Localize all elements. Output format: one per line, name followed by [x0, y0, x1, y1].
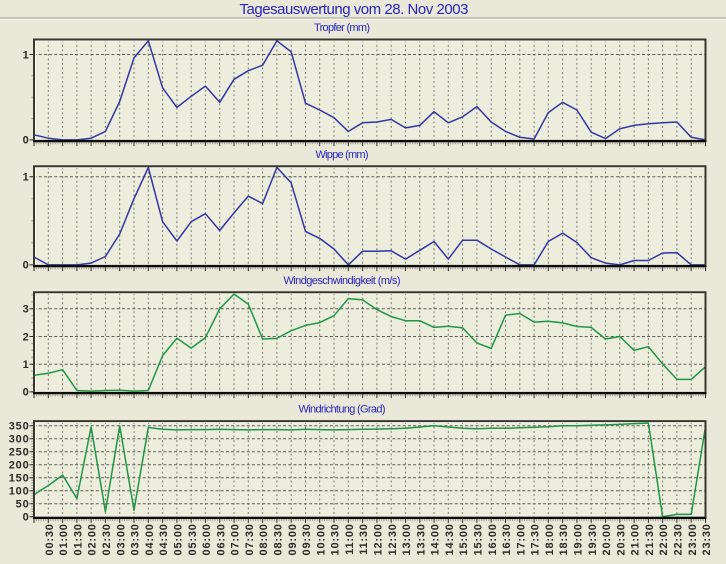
svg-text:1: 1 [23, 359, 30, 371]
svg-text:22:30: 22:30 [673, 523, 685, 555]
svg-text:0: 0 [23, 135, 30, 147]
svg-text:350: 350 [9, 421, 30, 433]
svg-text:21:30: 21:30 [644, 523, 656, 555]
svg-text:14:30: 14:30 [444, 523, 456, 555]
svg-text:12:30: 12:30 [387, 523, 399, 555]
svg-text:20:30: 20:30 [615, 523, 627, 555]
svg-text:08:00: 08:00 [258, 523, 270, 555]
svg-text:01:30: 01:30 [73, 523, 85, 555]
svg-text:06:30: 06:30 [215, 523, 227, 555]
svg-text:13:00: 13:00 [401, 523, 413, 555]
svg-text:10:30: 10:30 [330, 523, 342, 555]
svg-text:18:00: 18:00 [544, 523, 556, 555]
svg-text:02:30: 02:30 [101, 523, 113, 555]
svg-text:Wippe (mm): Wippe (mm) [316, 149, 369, 161]
svg-text:15:30: 15:30 [473, 523, 485, 555]
svg-text:200: 200 [9, 460, 30, 472]
svg-text:22:00: 22:00 [658, 523, 670, 555]
svg-text:300: 300 [9, 434, 30, 446]
svg-text:14:00: 14:00 [430, 523, 442, 555]
svg-text:09:00: 09:00 [287, 523, 299, 555]
svg-text:19:30: 19:30 [587, 523, 599, 555]
svg-text:1: 1 [23, 172, 30, 184]
svg-text:250: 250 [9, 447, 30, 459]
svg-text:04:30: 04:30 [158, 523, 170, 555]
svg-text:06:00: 06:00 [201, 523, 213, 555]
svg-text:03:30: 03:30 [130, 523, 142, 555]
svg-text:0: 0 [23, 260, 30, 272]
svg-text:17:30: 17:30 [530, 523, 542, 555]
svg-text:05:30: 05:30 [187, 523, 199, 555]
svg-text:04:00: 04:00 [144, 523, 156, 555]
svg-text:11:00: 11:00 [344, 523, 356, 555]
svg-text:02:00: 02:00 [87, 523, 99, 555]
svg-text:3: 3 [23, 304, 30, 316]
svg-text:10:00: 10:00 [315, 523, 327, 555]
svg-text:11:30: 11:30 [358, 523, 370, 555]
svg-text:08:30: 08:30 [273, 523, 285, 555]
svg-text:0: 0 [23, 387, 30, 399]
svg-text:09:30: 09:30 [301, 523, 313, 555]
svg-text:23:00: 23:00 [687, 523, 699, 555]
svg-text:0: 0 [23, 512, 30, 524]
svg-text:19:00: 19:00 [573, 523, 585, 555]
svg-text:50: 50 [16, 499, 30, 511]
svg-text:16:30: 16:30 [501, 523, 513, 555]
svg-text:20:00: 20:00 [601, 523, 613, 555]
svg-text:07:30: 07:30 [244, 523, 256, 555]
svg-text:03:00: 03:00 [115, 523, 127, 555]
svg-text:23:30: 23:30 [701, 523, 713, 555]
svg-text:1: 1 [23, 49, 30, 61]
svg-text:05:00: 05:00 [173, 523, 185, 555]
svg-text:13:30: 13:30 [415, 523, 427, 555]
svg-text:15:00: 15:00 [458, 523, 470, 555]
svg-text:18:30: 18:30 [558, 523, 570, 555]
svg-text:17:00: 17:00 [515, 523, 527, 555]
svg-text:00:30: 00:30 [44, 523, 56, 555]
svg-text:150: 150 [9, 473, 30, 485]
svg-text:01:00: 01:00 [58, 523, 70, 555]
svg-text:12:00: 12:00 [373, 523, 385, 555]
svg-text:100: 100 [9, 486, 30, 498]
svg-text:Windgeschwindigkeit (m/s): Windgeschwindigkeit (m/s) [284, 275, 401, 287]
svg-text:Tagesauswertung vom 28. Nov 20: Tagesauswertung vom 28. Nov 2003 [240, 1, 469, 18]
svg-text:16:00: 16:00 [487, 523, 499, 555]
svg-text:Windrichtung (Grad): Windrichtung (Grad) [299, 404, 386, 416]
svg-text:21:00: 21:00 [630, 523, 642, 555]
svg-text:2: 2 [23, 331, 30, 343]
svg-text:Tropfer (mm): Tropfer (mm) [314, 22, 370, 34]
svg-text:07:00: 07:00 [230, 523, 242, 555]
